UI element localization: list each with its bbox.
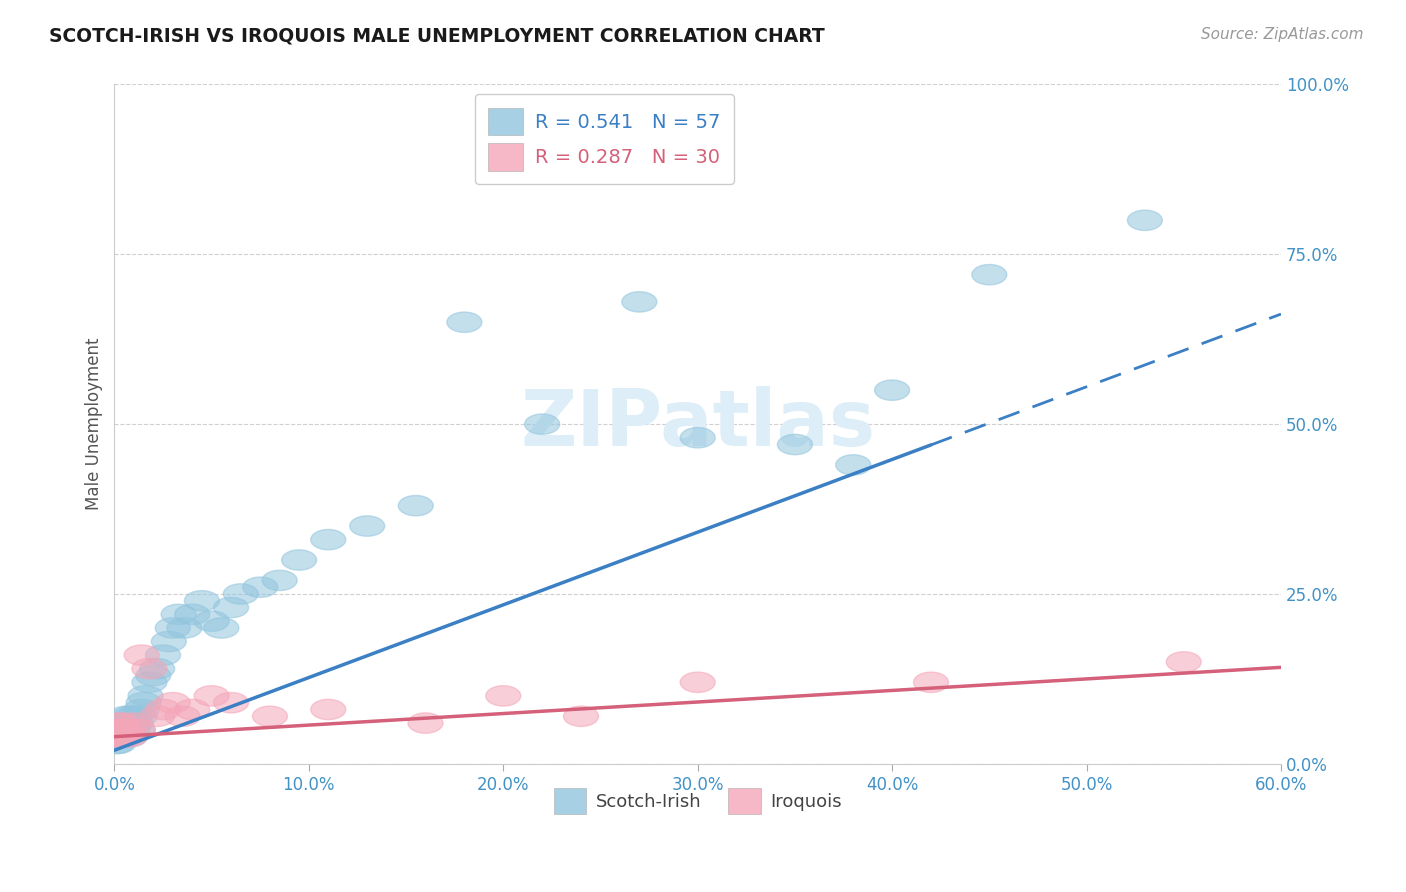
Ellipse shape	[101, 726, 136, 747]
Ellipse shape	[127, 692, 162, 713]
Ellipse shape	[108, 726, 143, 747]
Y-axis label: Male Unemployment: Male Unemployment	[86, 338, 103, 510]
Ellipse shape	[194, 611, 229, 632]
Ellipse shape	[262, 570, 297, 591]
Ellipse shape	[124, 645, 159, 665]
Ellipse shape	[114, 720, 149, 740]
Ellipse shape	[350, 516, 385, 536]
Text: Source: ZipAtlas.com: Source: ZipAtlas.com	[1201, 27, 1364, 42]
Ellipse shape	[107, 726, 142, 747]
Ellipse shape	[167, 618, 202, 638]
Ellipse shape	[112, 726, 148, 747]
Ellipse shape	[224, 583, 259, 604]
Ellipse shape	[214, 598, 249, 618]
Ellipse shape	[204, 618, 239, 638]
Ellipse shape	[139, 706, 174, 726]
Ellipse shape	[174, 604, 209, 624]
Ellipse shape	[118, 713, 153, 733]
Ellipse shape	[117, 713, 152, 733]
Ellipse shape	[101, 713, 136, 733]
Ellipse shape	[103, 726, 138, 747]
Ellipse shape	[155, 692, 190, 713]
Ellipse shape	[121, 720, 155, 740]
Ellipse shape	[162, 604, 195, 624]
Ellipse shape	[132, 672, 167, 692]
Ellipse shape	[778, 434, 813, 455]
Ellipse shape	[108, 706, 143, 726]
Ellipse shape	[152, 632, 187, 652]
Ellipse shape	[485, 686, 520, 706]
Ellipse shape	[101, 713, 136, 733]
Ellipse shape	[98, 720, 134, 740]
Ellipse shape	[155, 618, 190, 638]
Legend: Scotch-Irish, Iroquois: Scotch-Irish, Iroquois	[546, 779, 851, 822]
Ellipse shape	[107, 720, 142, 740]
Ellipse shape	[122, 706, 157, 726]
Ellipse shape	[107, 713, 142, 733]
Ellipse shape	[972, 264, 1007, 285]
Ellipse shape	[311, 530, 346, 549]
Ellipse shape	[103, 720, 138, 740]
Ellipse shape	[253, 706, 287, 726]
Ellipse shape	[281, 549, 316, 570]
Ellipse shape	[104, 720, 139, 740]
Ellipse shape	[114, 713, 149, 733]
Ellipse shape	[681, 672, 716, 692]
Ellipse shape	[174, 699, 209, 720]
Ellipse shape	[98, 726, 134, 747]
Ellipse shape	[121, 720, 155, 740]
Ellipse shape	[111, 720, 145, 740]
Ellipse shape	[104, 713, 139, 733]
Ellipse shape	[101, 726, 136, 747]
Ellipse shape	[111, 720, 145, 740]
Ellipse shape	[1166, 652, 1201, 672]
Ellipse shape	[117, 706, 152, 726]
Ellipse shape	[103, 720, 138, 740]
Ellipse shape	[681, 427, 716, 448]
Ellipse shape	[145, 699, 180, 720]
Ellipse shape	[111, 713, 145, 733]
Ellipse shape	[914, 672, 949, 692]
Ellipse shape	[165, 706, 200, 726]
Ellipse shape	[184, 591, 219, 611]
Ellipse shape	[108, 720, 143, 740]
Ellipse shape	[875, 380, 910, 401]
Ellipse shape	[103, 726, 138, 747]
Ellipse shape	[398, 495, 433, 516]
Ellipse shape	[136, 665, 170, 686]
Ellipse shape	[98, 733, 134, 754]
Ellipse shape	[98, 726, 134, 747]
Ellipse shape	[101, 733, 136, 754]
Ellipse shape	[311, 699, 346, 720]
Ellipse shape	[243, 577, 278, 598]
Ellipse shape	[214, 692, 249, 713]
Ellipse shape	[112, 706, 148, 726]
Ellipse shape	[1128, 211, 1163, 230]
Ellipse shape	[124, 699, 159, 720]
Ellipse shape	[104, 726, 139, 747]
Ellipse shape	[128, 686, 163, 706]
Ellipse shape	[194, 686, 229, 706]
Ellipse shape	[564, 706, 599, 726]
Ellipse shape	[98, 720, 134, 740]
Text: SCOTCH-IRISH VS IROQUOIS MALE UNEMPLOYMENT CORRELATION CHART: SCOTCH-IRISH VS IROQUOIS MALE UNEMPLOYME…	[49, 27, 825, 45]
Ellipse shape	[145, 645, 180, 665]
Ellipse shape	[447, 312, 482, 333]
Ellipse shape	[835, 455, 870, 475]
Ellipse shape	[408, 713, 443, 733]
Ellipse shape	[132, 658, 167, 679]
Ellipse shape	[139, 658, 174, 679]
Ellipse shape	[103, 713, 138, 733]
Ellipse shape	[621, 292, 657, 312]
Ellipse shape	[112, 726, 148, 747]
Ellipse shape	[524, 414, 560, 434]
Text: ZIPatlas: ZIPatlas	[520, 386, 875, 462]
